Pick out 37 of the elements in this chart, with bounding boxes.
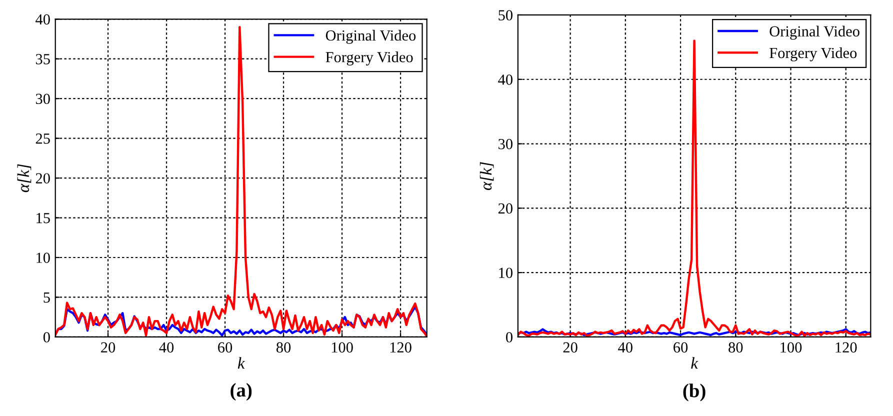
x-tick-label: 20 [101,342,116,353]
x-axis-title: k [238,357,246,369]
y-tick-label: 40 [36,14,50,25]
y-tick-label: 10 [499,268,512,278]
x-tick-label: 40 [618,342,632,353]
x-tick-label: 120 [836,342,857,353]
y-tick-label: 0 [43,332,50,342]
y-axis-title: α[k] [480,162,494,190]
legend-label: Original Video [326,30,416,44]
x-tick-label: 60 [674,342,688,353]
legend-label: Original Video [770,26,860,40]
y-tick-label: 15 [36,212,50,224]
y-tick-label: 35 [36,54,50,64]
x-tick-label: 100 [780,342,802,353]
x-tick-label: 40 [159,342,174,353]
legend-label: Forgery Video [326,52,413,66]
y-tick-label: 50 [498,10,512,20]
x-tick-label: 80 [728,342,743,353]
y-tick-label: 20 [498,203,512,214]
y-tick-label: 20 [36,173,50,184]
text: (b) [683,384,706,402]
x-tick-label: 80 [276,342,291,353]
y-tick-label: 0 [506,332,512,342]
x-tick-label: 60 [218,342,232,353]
y-tick-label: 5 [44,292,50,303]
x-axis-title: k [691,357,698,369]
x-tick-label: 100 [332,342,353,353]
y-tick-label: 30 [36,94,50,104]
legend-label: Forgery Video [770,47,857,62]
y-tick-label: 10 [36,252,50,263]
y-axis-title: α[k] [17,164,32,192]
y-tick-label: 25 [36,134,50,144]
y-tick-label: 30 [498,138,512,150]
x-tick-label: 120 [390,342,412,353]
x-tick-label: 20 [563,342,578,353]
text: (a) [230,383,252,401]
y-tick-label: 40 [498,74,512,85]
